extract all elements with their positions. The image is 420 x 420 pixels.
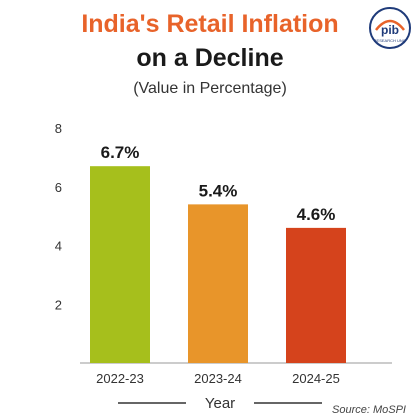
svg-text:pib: pib: [381, 23, 399, 37]
y-axis-ticks: 2 4 6 8: [55, 121, 62, 312]
x-axis-title: Year: [205, 395, 235, 412]
y-tick-label: 2: [55, 297, 62, 312]
source-note: Source: MoSPI: [332, 404, 406, 416]
bars-group: 6.7% 5.4% 4.6%: [90, 143, 346, 363]
bar-value-label: 5.4%: [199, 181, 238, 200]
y-tick-label: 6: [55, 180, 62, 195]
bar-value-label: 6.7%: [101, 143, 140, 162]
y-tick-label: 8: [55, 121, 62, 136]
pib-logo-icon: pib RESEARCH UNIT: [369, 7, 411, 49]
x-axis-title-group: Year: [118, 395, 322, 412]
x-tick-label: 2024-25: [292, 371, 340, 386]
bar-2022-23: [90, 166, 150, 363]
bar-2024-25: [286, 227, 346, 363]
chart-subtitle: (Value in Percentage): [133, 80, 287, 97]
chart-title-line-1: India's Retail Inflation: [81, 10, 339, 38]
x-tick-label: 2022-23: [96, 371, 144, 386]
chart-title-line-2: on a Decline: [136, 44, 284, 72]
bar-2023-24: [188, 204, 248, 363]
x-axis-ticks: 2022-23 2023-24 2024-25: [96, 371, 340, 386]
bar-value-label: 4.6%: [297, 205, 336, 224]
x-tick-label: 2023-24: [194, 371, 242, 386]
svg-text:RESEARCH UNIT: RESEARCH UNIT: [374, 38, 407, 43]
y-tick-label: 4: [55, 239, 62, 254]
